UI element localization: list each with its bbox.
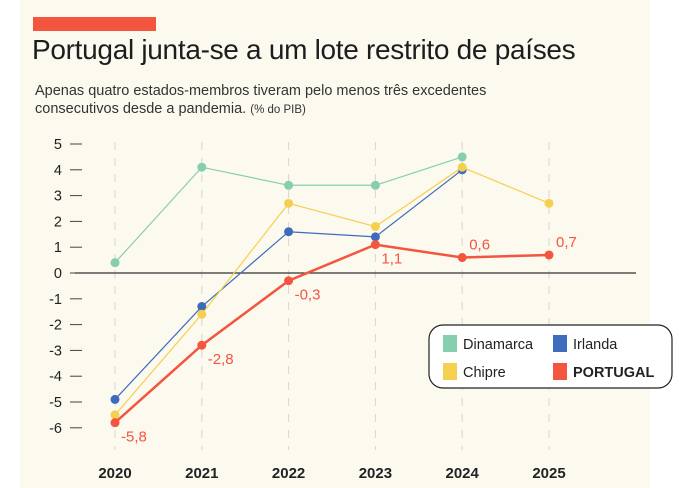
data-point-chipre xyxy=(544,198,554,208)
data-label: -5,8 xyxy=(121,429,147,446)
y-tick-label: 4 xyxy=(54,163,62,179)
legend-swatch xyxy=(443,363,457,380)
chart-subtitle: Apenas quatro estados-membros tiveram pe… xyxy=(35,82,555,119)
data-label: -0,3 xyxy=(295,287,321,304)
legend-swatch xyxy=(553,363,567,380)
data-label: -2,8 xyxy=(208,351,234,368)
y-tick-label: 5 xyxy=(54,137,62,153)
series-line-chipre xyxy=(114,166,550,416)
data-point-dinamarca xyxy=(284,180,294,190)
y-tick-label: 0 xyxy=(54,266,62,282)
x-tick-label: 2022 xyxy=(272,465,305,482)
x-tick-label: 2020 xyxy=(98,465,131,482)
data-point-portugal xyxy=(544,250,554,260)
x-tick-label: 2025 xyxy=(532,465,565,482)
data-point-irlanda xyxy=(197,302,207,312)
data-point-portugal xyxy=(110,418,120,428)
data-point-portugal xyxy=(284,276,294,286)
data-point-irlanda xyxy=(370,232,380,242)
data-point-chipre xyxy=(197,309,207,319)
data-point-chipre xyxy=(457,162,467,172)
data-point-portugal xyxy=(197,340,207,350)
data-point-portugal xyxy=(457,253,467,263)
y-tick-label: 3 xyxy=(54,189,62,205)
data-label: 0,7 xyxy=(556,234,577,251)
data-label: 0,6 xyxy=(469,237,490,254)
unit-label: (% do PIB) xyxy=(250,104,306,116)
data-point-irlanda xyxy=(110,394,120,404)
series-line-portugal xyxy=(114,243,550,424)
data-point-irlanda xyxy=(284,227,294,237)
y-tick-label: -2 xyxy=(49,318,62,334)
subtitle-text: Apenas quatro estados-membros tiveram pe… xyxy=(35,83,487,117)
y-tick-label: -3 xyxy=(49,343,62,359)
chart-panel xyxy=(20,0,650,488)
chart-title: Portugal junta-se a um lote restrito de … xyxy=(32,34,576,65)
x-tick-label: 2023 xyxy=(359,465,392,482)
data-point-chipre xyxy=(284,198,294,208)
legend-label: Chipre xyxy=(463,365,506,381)
data-point-chipre xyxy=(370,222,380,232)
legend-box xyxy=(428,324,673,389)
legend-swatch xyxy=(443,335,457,352)
legend-swatch xyxy=(553,335,567,352)
y-tick-label: -1 xyxy=(49,292,62,308)
legend-label: PORTUGAL xyxy=(573,365,655,381)
accent-bar xyxy=(33,17,156,31)
y-tick-label: 2 xyxy=(54,214,62,230)
x-tick-label: 2021 xyxy=(185,465,218,482)
data-point-dinamarca xyxy=(110,258,120,268)
data-point-chipre xyxy=(110,410,120,420)
data-point-portugal xyxy=(370,240,380,250)
legend-label: Dinamarca xyxy=(463,337,534,353)
y-tick-label: -5 xyxy=(49,395,62,411)
legend: Dinamarca Irlanda Chipre PORTUGAL xyxy=(428,324,673,389)
data-point-dinamarca xyxy=(457,152,467,162)
x-tick-label: 2024 xyxy=(446,465,480,482)
legend-label: Irlanda xyxy=(573,337,618,353)
y-tick-label: -6 xyxy=(49,421,62,437)
y-tick-label: 1 xyxy=(54,240,62,256)
y-tick-label: -4 xyxy=(49,369,62,385)
data-point-dinamarca xyxy=(197,162,207,172)
data-point-dinamarca xyxy=(370,180,380,190)
data-label: 1,1 xyxy=(381,251,402,268)
